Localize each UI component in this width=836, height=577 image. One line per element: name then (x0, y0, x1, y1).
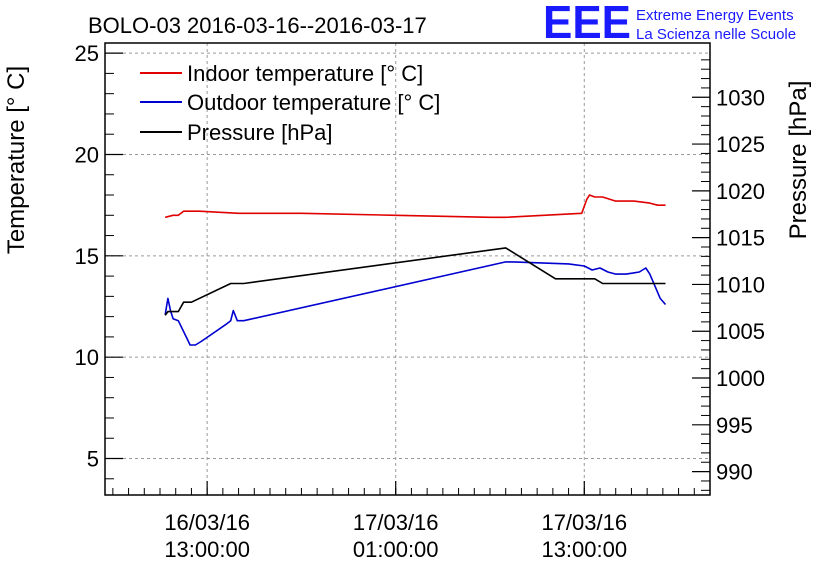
y2-axis-label: Pressure [hPa] (785, 81, 812, 240)
y-tick-label: 15 (75, 244, 99, 269)
legend-label-outdoor: Outdoor temperature [° C] (187, 90, 440, 115)
eee-logo: EEE Extreme Energy Events La Scienza nel… (543, 0, 796, 48)
y-axis-label: Temperature [° C] (3, 66, 30, 254)
x-tick-label-date: 16/03/16 (164, 510, 250, 535)
eee-logo-mark: EEE (543, 0, 631, 48)
y2-tick-label: 1005 (716, 319, 765, 344)
series-line-outdoor (164, 261, 667, 346)
axis-ticks: 5101520259909951000100510101015102010251… (75, 41, 765, 562)
plot-frame (104, 42, 711, 496)
chart-title: BOLO-03 2016-03-16--2016-03-17 (88, 13, 427, 38)
x-tick-label-date: 17/03/16 (353, 510, 439, 535)
logo-subtitle-2: La Scienza nelle Scuole (636, 26, 796, 43)
legend-label-indoor: Indoor temperature [° C] (187, 61, 423, 86)
x-tick-label-time: 13:00:00 (164, 537, 250, 562)
y2-tick-label: 1000 (716, 366, 765, 391)
y2-tick-label: 995 (716, 413, 753, 438)
series-line-indoor (165, 194, 666, 219)
y2-tick-label: 1030 (716, 85, 765, 110)
x-tick-label-time: 01:00:00 (353, 537, 439, 562)
y2-tick-label: 1010 (716, 272, 765, 297)
series-layer (164, 194, 667, 346)
grid-lines (105, 43, 710, 495)
x-tick-label-time: 13:00:00 (541, 537, 627, 562)
y-tick-label: 20 (75, 142, 99, 167)
series-line-pressure (164, 247, 666, 316)
y-tick-label: 10 (75, 345, 99, 370)
y2-tick-label: 1025 (716, 132, 765, 157)
y-tick-label: 25 (75, 41, 99, 66)
logo-subtitle-1: Extreme Energy Events (636, 7, 794, 24)
y2-tick-label: 990 (716, 460, 753, 485)
x-tick-label-date: 17/03/16 (541, 510, 627, 535)
y2-tick-label: 1015 (716, 226, 765, 251)
legend-label-pressure: Pressure [hPa] (187, 120, 333, 145)
legend: Indoor temperature [° C] Outdoor tempera… (140, 61, 440, 145)
y-tick-label: 5 (87, 447, 99, 472)
y2-tick-label: 1020 (716, 179, 765, 204)
